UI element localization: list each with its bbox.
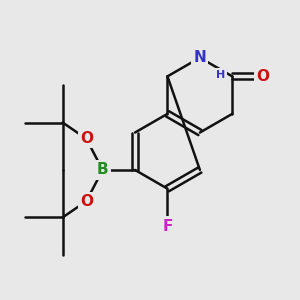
Text: N: N <box>194 50 206 65</box>
Text: H: H <box>216 70 225 80</box>
Text: F: F <box>162 219 173 234</box>
Text: O: O <box>80 194 93 209</box>
Text: O: O <box>80 131 93 146</box>
Text: O: O <box>256 69 269 84</box>
Text: B: B <box>97 163 108 178</box>
